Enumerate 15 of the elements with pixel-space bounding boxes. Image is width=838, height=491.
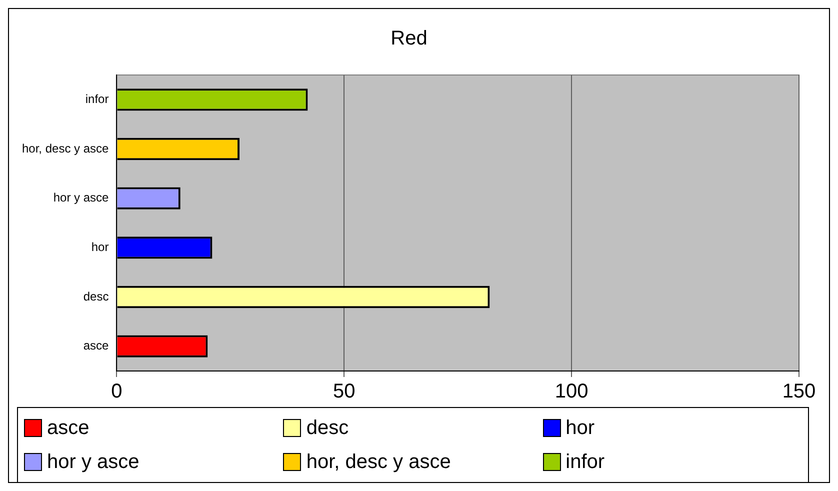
x-tick-label: 150 — [782, 380, 816, 403]
x-tick-label: 0 — [111, 380, 122, 403]
y-tick-label: hor y asce — [53, 190, 110, 205]
legend-label: desc — [306, 416, 349, 440]
legend-label: infor — [566, 450, 605, 474]
y-tick-label: hor, desc y asce — [22, 141, 110, 156]
x-tick-label: 50 — [333, 380, 356, 403]
x-tick-label: 100 — [554, 380, 588, 403]
y-tick-label: hor — [91, 240, 109, 254]
legend-label: hor, desc y asce — [306, 450, 451, 474]
y-tick-label: asce — [83, 338, 110, 353]
legend-label: hor — [566, 416, 595, 440]
y-tick-label: desc — [83, 289, 109, 304]
y-tick-label: infor — [85, 92, 109, 106]
chart-title: Red — [390, 28, 428, 50]
